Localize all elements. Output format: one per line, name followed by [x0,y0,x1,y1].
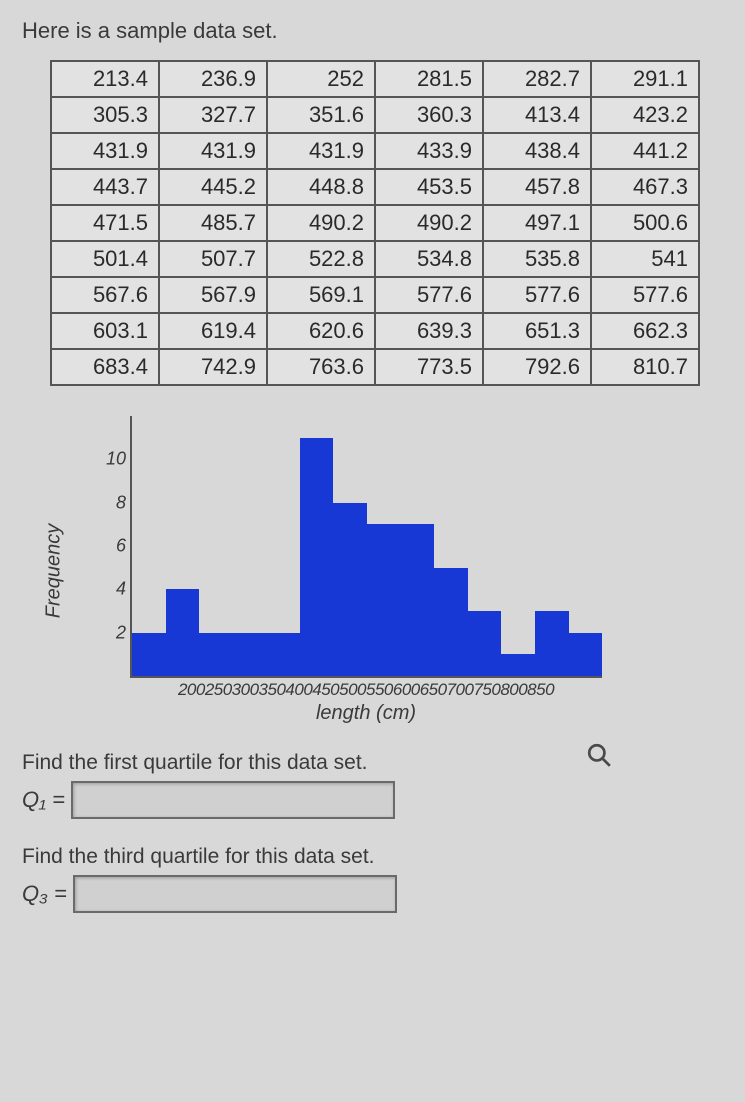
histogram-bar [501,654,535,676]
table-cell: 441.2 [591,133,699,169]
table-cell: 567.6 [51,277,159,313]
table-row: 603.1619.4620.6639.3651.3662.3 [51,313,699,349]
histogram-bars [130,416,602,678]
table-cell: 810.7 [591,349,699,385]
q1-prompt: Find the first quartile for this data se… [22,751,723,775]
table-row: 501.4507.7522.8534.8535.8541 [51,241,699,277]
histogram-bar [132,633,166,676]
table-cell: 620.6 [267,313,375,349]
histogram-bar [233,633,267,676]
table-cell: 453.5 [375,169,483,205]
table-cell: 413.4 [483,97,591,133]
histogram-bar [535,611,569,676]
table-cell: 438.4 [483,133,591,169]
table-cell: 423.2 [591,97,699,133]
table-row: 471.5485.7490.2490.2497.1500.6 [51,205,699,241]
table-cell: 351.6 [267,97,375,133]
q3-input[interactable] [73,875,397,913]
table-cell: 742.9 [159,349,267,385]
table-cell: 485.7 [159,205,267,241]
table-cell: 501.4 [51,241,159,277]
table-cell: 291.1 [591,61,699,97]
table-cell: 433.9 [375,133,483,169]
table-cell: 252 [267,61,375,97]
data-table: 213.4236.9252281.5282.7291.1305.3327.735… [50,60,700,386]
y-tick: 6 [116,536,126,557]
y-tick: 10 [106,449,126,470]
table-cell: 360.3 [375,97,483,133]
table-cell: 651.3 [483,313,591,349]
table-cell: 792.6 [483,349,591,385]
table-cell: 662.3 [591,313,699,349]
histogram-bar [166,589,200,676]
table-cell: 773.5 [375,349,483,385]
histogram-bar [300,438,334,676]
table-cell: 522.8 [267,241,375,277]
table-cell: 431.9 [51,133,159,169]
table-row: 443.7445.2448.8453.5457.8467.3 [51,169,699,205]
y-tick: 8 [116,492,126,513]
table-cell: 619.4 [159,313,267,349]
table-cell: 445.2 [159,169,267,205]
table-cell: 490.2 [375,205,483,241]
x-axis-ticks: 2002503003504004505005506006507007508008… [130,678,602,700]
intro-text: Here is a sample data set. [22,18,723,44]
table-cell: 569.1 [267,277,375,313]
histogram-bar [266,633,300,676]
table-cell: 507.7 [159,241,267,277]
histogram-bar [199,633,233,676]
table-row: 213.4236.9252281.5282.7291.1 [51,61,699,97]
y-axis-ticks: 2 4 6 8 10 [94,416,128,676]
table-row: 431.9431.9431.9433.9438.4441.2 [51,133,699,169]
table-cell: 471.5 [51,205,159,241]
q3-label: Q₃ = [22,881,67,907]
y-tick: 2 [116,622,126,643]
histogram-bar [333,503,367,676]
y-axis-label: Frequency [43,523,66,618]
q1-input[interactable] [71,781,395,819]
table-cell: 236.9 [159,61,267,97]
table-cell: 639.3 [375,313,483,349]
table-cell: 431.9 [267,133,375,169]
table-cell: 500.6 [591,205,699,241]
table-cell: 763.6 [267,349,375,385]
table-cell: 603.1 [51,313,159,349]
table-cell: 457.8 [483,169,591,205]
table-cell: 443.7 [51,169,159,205]
table-row: 683.4742.9763.6773.5792.6810.7 [51,349,699,385]
table-cell: 535.8 [483,241,591,277]
table-cell: 541 [591,241,699,277]
y-tick: 4 [116,579,126,600]
search-icon[interactable] [586,742,612,773]
table-cell: 305.3 [51,97,159,133]
histogram-bar [434,568,468,676]
histogram-bar [367,524,401,676]
table-cell: 577.6 [375,277,483,313]
table-cell: 431.9 [159,133,267,169]
table-cell: 282.7 [483,61,591,97]
table-cell: 448.8 [267,169,375,205]
table-row: 567.6567.9569.1577.6577.6577.6 [51,277,699,313]
x-axis-label: length (cm) [130,702,602,725]
table-cell: 327.7 [159,97,267,133]
table-cell: 577.6 [591,277,699,313]
table-cell: 213.4 [51,61,159,97]
histogram-bar [401,524,435,676]
table-row: 305.3327.7351.6360.3413.4423.2 [51,97,699,133]
table-cell: 490.2 [267,205,375,241]
table-cell: 534.8 [375,241,483,277]
table-cell: 497.1 [483,205,591,241]
table-cell: 567.9 [159,277,267,313]
histogram-bar [569,633,603,676]
table-cell: 577.6 [483,277,591,313]
histogram-bar [468,611,502,676]
table-cell: 467.3 [591,169,699,205]
histogram-chart: Frequency 246810 20025030035040045050055… [82,416,602,725]
table-cell: 683.4 [51,349,159,385]
table-cell: 281.5 [375,61,483,97]
q1-label: Q₁ = [22,787,65,813]
q3-prompt: Find the third quartile for this data se… [22,845,723,869]
